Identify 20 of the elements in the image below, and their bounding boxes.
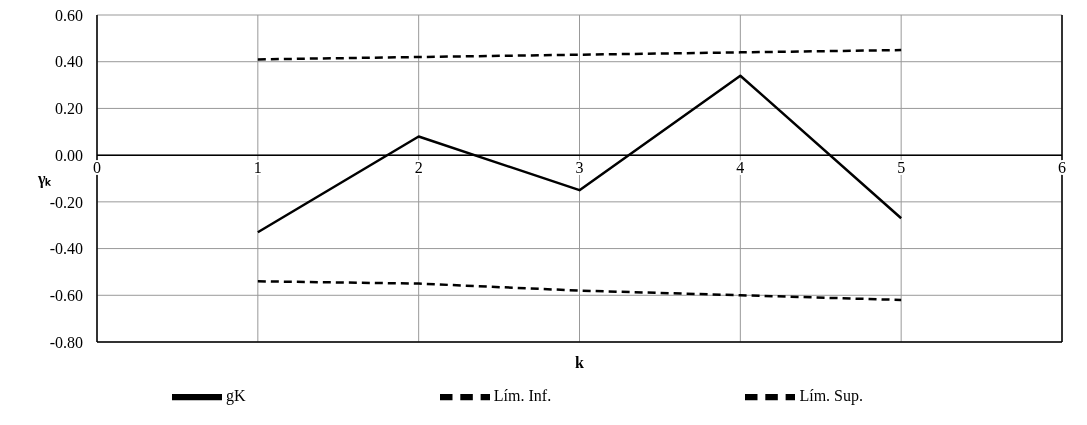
line-series: [256, 48, 903, 61]
y-tick-label: 0.00: [55, 146, 83, 164]
y-tick-label: -0.20: [49, 193, 83, 211]
legend-label: Lím. Sup.: [799, 386, 863, 404]
y-tick-label: 0.40: [55, 53, 83, 71]
x-tick-label: 3: [575, 159, 584, 177]
legend-label: gK: [226, 386, 246, 404]
x-tick-label: 4: [736, 159, 745, 177]
x-tick-label: 5: [897, 159, 906, 177]
line-series: [256, 280, 903, 302]
y-tick-label: 0.60: [55, 6, 83, 24]
legend-label: Lím. Inf.: [493, 386, 552, 404]
y-axis-title: γₖ: [37, 170, 53, 189]
x-axis-title: k: [575, 354, 585, 371]
x-tick-label: 2: [414, 159, 423, 177]
x-tick-label: 1: [253, 159, 262, 177]
y-tick-label: -0.40: [49, 240, 83, 258]
y-tick-label: 0.20: [55, 100, 83, 118]
y-tick-label: -0.80: [49, 333, 83, 351]
y-tick-label: -0.60: [49, 286, 83, 304]
